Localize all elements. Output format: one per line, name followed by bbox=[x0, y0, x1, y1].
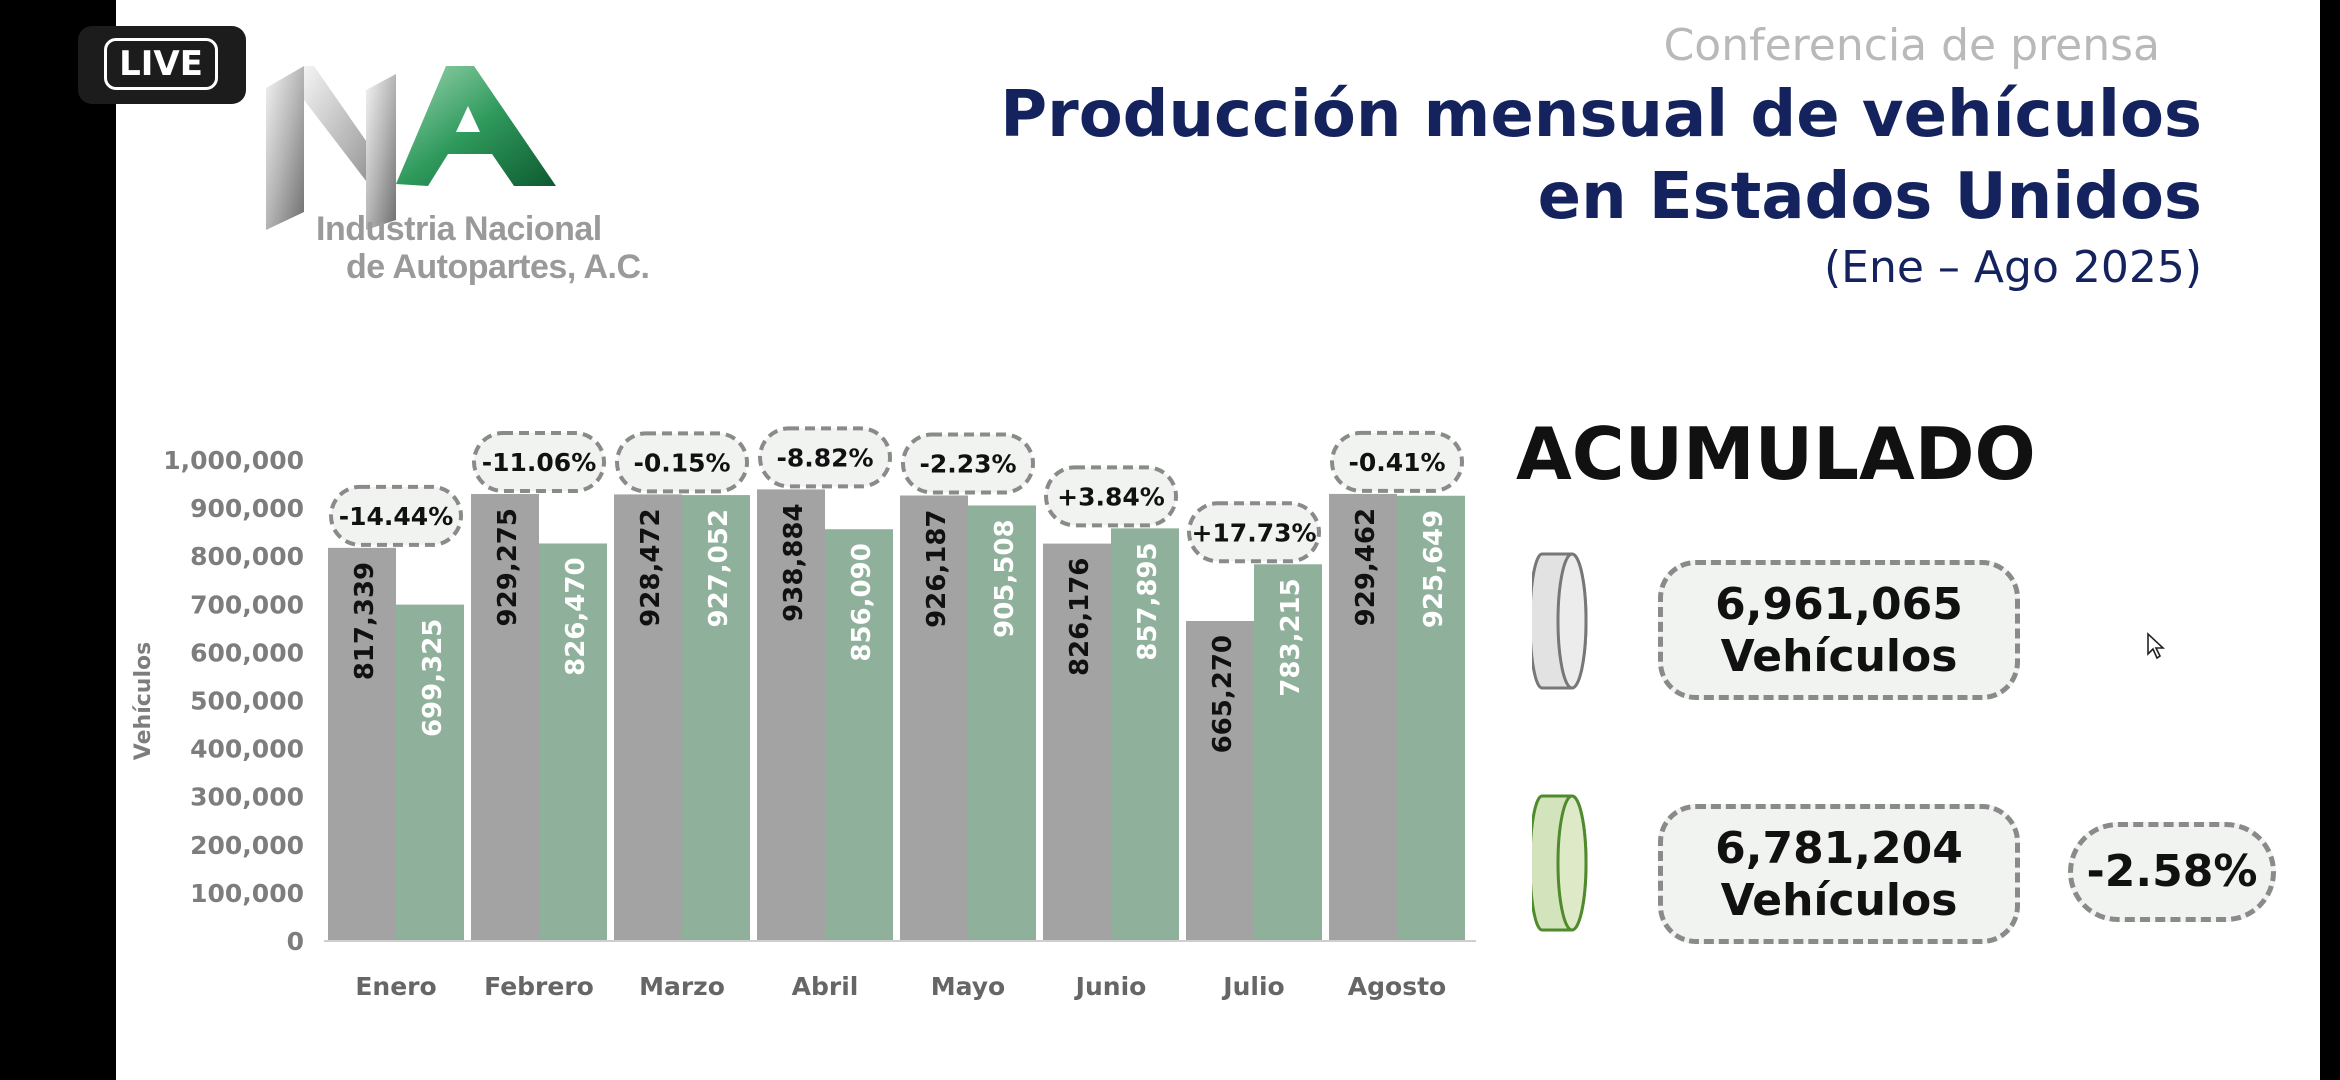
bar-value-label: 926,187 bbox=[922, 510, 952, 628]
x-tick-label: Julio bbox=[1221, 972, 1284, 1000]
change-label: -11.06% bbox=[482, 448, 597, 477]
change-label: -8.82% bbox=[776, 443, 873, 472]
y-tick-label: 100,000 bbox=[190, 879, 304, 908]
y-axis-title: Vehículos bbox=[131, 642, 156, 760]
bar-value-label: 856,090 bbox=[847, 543, 877, 661]
total-2024-unit: Vehículos bbox=[1720, 631, 1958, 682]
bar bbox=[900, 495, 968, 941]
x-tick-label: Junio bbox=[1074, 972, 1147, 1000]
slide: Industria Nacional de Autopartes, A.C. C… bbox=[116, 0, 2320, 1080]
subtitle: (Ene – Ago 2025) bbox=[1824, 242, 2202, 293]
bar bbox=[1186, 621, 1254, 941]
change-badge bbox=[1187, 501, 1321, 564]
logo-line-2: de Autopartes, A.C. bbox=[346, 248, 650, 286]
live-label: LIVE bbox=[104, 38, 218, 90]
y-tick-label: 500,000 bbox=[190, 687, 304, 716]
bar bbox=[328, 547, 396, 941]
bar bbox=[471, 494, 539, 941]
green-cylinder-icon bbox=[1532, 794, 1588, 932]
bar bbox=[1397, 495, 1465, 941]
ina-logo-mark bbox=[266, 66, 556, 230]
bar bbox=[757, 489, 825, 941]
logo-line-1: Industria Nacional bbox=[316, 210, 602, 248]
y-tick-label: 700,000 bbox=[190, 590, 304, 619]
gray-cylinder-icon bbox=[1532, 552, 1588, 690]
change-badge bbox=[615, 431, 749, 494]
kicker: Conferencia de prensa bbox=[1663, 20, 2160, 71]
total-change-badge: -2.58% bbox=[2068, 822, 2276, 922]
acumulado-title: ACUMULADO bbox=[1516, 412, 2036, 496]
x-tick-label: Febrero bbox=[484, 972, 594, 1000]
y-tick-label: 200,000 bbox=[190, 831, 304, 860]
mouse-pointer-icon bbox=[2147, 632, 2166, 660]
bar-value-label: 783,215 bbox=[1276, 578, 1306, 696]
change-label: +3.84% bbox=[1057, 482, 1165, 511]
y-tick-label: 800,000 bbox=[190, 542, 304, 571]
title-line-1: Producción mensual de vehículos bbox=[1000, 78, 2202, 152]
change-label: +17.73% bbox=[1191, 518, 1316, 547]
bar-value-label: 929,462 bbox=[1351, 508, 1381, 626]
bar-value-label: 826,176 bbox=[1065, 558, 1095, 676]
total-2025-unit: Vehículos bbox=[1720, 875, 1958, 926]
change-badge bbox=[758, 426, 892, 489]
x-tick-label: Marzo bbox=[639, 972, 725, 1000]
change-badge bbox=[1044, 465, 1178, 528]
change-badge bbox=[901, 432, 1035, 495]
x-tick-label: Mayo bbox=[931, 972, 1005, 1000]
bar-value-label: 826,470 bbox=[561, 557, 591, 675]
x-tick-label: Agosto bbox=[1348, 972, 1446, 1000]
bar bbox=[825, 529, 893, 941]
y-tick-label: 400,000 bbox=[190, 735, 304, 764]
change-badge bbox=[472, 431, 606, 494]
production-chart: 0 100,000 200,000 300,000 400,000 500,000 600,… bbox=[131, 426, 1476, 1000]
total-2025-box: 6,781,204 Vehículos bbox=[1658, 804, 2020, 944]
live-badge: LIVE bbox=[78, 26, 246, 104]
x-tick-label: Enero bbox=[355, 972, 436, 1000]
bar bbox=[1043, 543, 1111, 941]
bar bbox=[1329, 493, 1397, 941]
total-2025-value: 6,781,204 bbox=[1715, 823, 1963, 874]
bar bbox=[614, 494, 682, 941]
bar-value-label: 925,649 bbox=[1419, 510, 1449, 628]
bar-value-label: 905,508 bbox=[990, 519, 1020, 637]
bar bbox=[539, 543, 607, 941]
ina-logo: Industria Nacional de Autopartes, A.C. bbox=[196, 60, 650, 300]
bar bbox=[1254, 564, 1322, 941]
change-label: -2.23% bbox=[919, 450, 1016, 479]
change-badge bbox=[329, 484, 463, 547]
bar-value-label: 817,339 bbox=[350, 562, 380, 680]
bar-value-label: 938,884 bbox=[779, 503, 809, 621]
y-tick-label: 900,000 bbox=[190, 494, 304, 523]
y-tick-label: 600,000 bbox=[190, 638, 304, 667]
change-label: -0.41% bbox=[1348, 448, 1445, 477]
bar bbox=[968, 505, 1036, 941]
bar-value-label: 929,275 bbox=[493, 508, 523, 626]
change-label: -0.15% bbox=[633, 448, 730, 477]
y-tick-label: 1,000,000 bbox=[163, 446, 304, 475]
bar-value-label: 928,472 bbox=[636, 508, 666, 626]
title-line-2: en Estados Unidos bbox=[1537, 160, 2202, 234]
bar bbox=[396, 604, 464, 941]
y-tick-label: 300,000 bbox=[190, 783, 304, 812]
bar-value-label: 699,325 bbox=[418, 619, 448, 737]
bar-value-label: 857,895 bbox=[1133, 542, 1163, 660]
x-tick-label: Abril bbox=[792, 972, 859, 1000]
bar bbox=[1111, 528, 1179, 941]
total-2024-box: 6,961,065 Vehículos bbox=[1658, 560, 2020, 700]
change-label: -14.44% bbox=[339, 502, 454, 531]
bar-value-label: 927,052 bbox=[704, 509, 734, 627]
total-2024-value: 6,961,065 bbox=[1715, 579, 1963, 630]
bar-value-label: 665,270 bbox=[1208, 635, 1238, 753]
bar bbox=[682, 495, 750, 941]
change-badge bbox=[1330, 430, 1464, 493]
y-tick-label: 0 bbox=[287, 927, 304, 956]
